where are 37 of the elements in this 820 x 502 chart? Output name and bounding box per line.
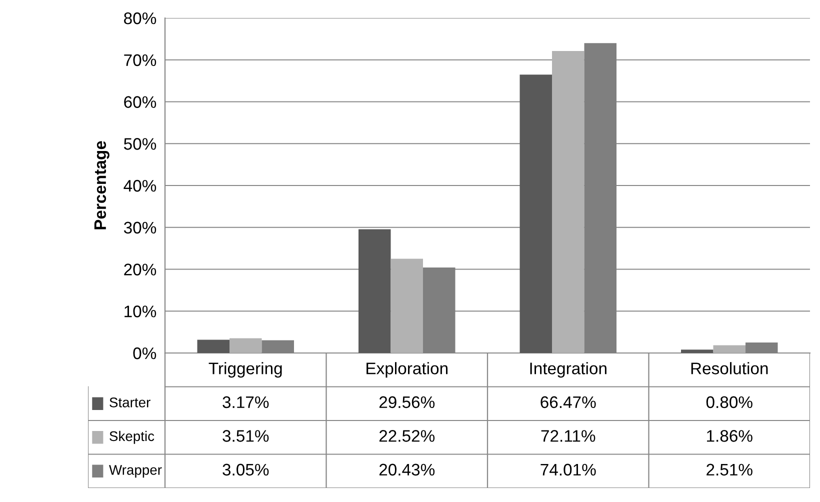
y-tick-label: 70% bbox=[124, 54, 156, 66]
data-label: 3.17% bbox=[222, 396, 269, 408]
x-tick-label: Integration bbox=[530, 362, 606, 378]
y-tick-label: 40% bbox=[124, 180, 156, 192]
y-tick-label: 50% bbox=[124, 138, 156, 150]
data-label: 3.51% bbox=[222, 430, 269, 442]
y-axis-title: Percentage bbox=[94, 141, 110, 230]
legend-label: Starter bbox=[110, 398, 150, 408]
y-tick-label: 80% bbox=[124, 12, 156, 24]
data-label: 29.56% bbox=[379, 396, 435, 408]
y-tick-label: 60% bbox=[124, 96, 156, 108]
y-tick-label: 20% bbox=[124, 264, 156, 276]
x-tick-label: Exploration bbox=[366, 362, 448, 378]
data-label: 66.47% bbox=[540, 396, 596, 408]
legend-label: Skeptic bbox=[110, 430, 154, 444]
y-tick-label: 30% bbox=[124, 222, 156, 234]
bar bbox=[681, 350, 714, 353]
data-label: 0.80% bbox=[706, 396, 752, 408]
data-label: 74.01% bbox=[540, 464, 596, 476]
bar bbox=[197, 340, 230, 353]
bar bbox=[358, 229, 391, 353]
data-label: 1.86% bbox=[707, 430, 752, 442]
bar bbox=[713, 345, 746, 353]
bar bbox=[520, 74, 552, 353]
y-tick-label: 0% bbox=[133, 347, 156, 360]
bar bbox=[390, 258, 423, 353]
x-tick-label: Triggering bbox=[208, 362, 282, 378]
data-label: 2.51% bbox=[706, 464, 752, 476]
y-tick-label: 10% bbox=[124, 306, 156, 318]
x-tick-label: Resolution bbox=[691, 362, 768, 374]
data-label: 22.52% bbox=[379, 430, 435, 442]
data-label: 3.05% bbox=[222, 464, 269, 476]
legend-label: Wrapper bbox=[109, 465, 162, 478]
data-label: 72.11% bbox=[541, 430, 596, 442]
bar bbox=[230, 338, 262, 353]
bar bbox=[552, 51, 584, 353]
data-label: 20.43% bbox=[379, 464, 435, 476]
